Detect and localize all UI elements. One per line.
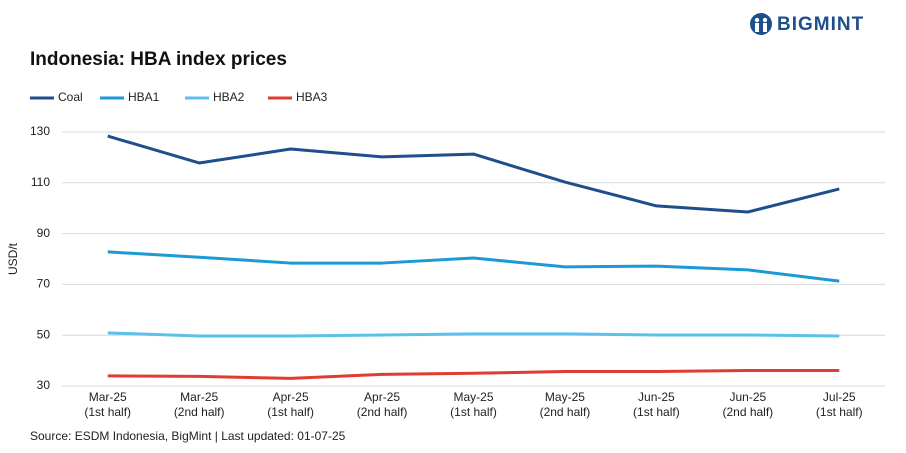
x-tick-label: May-25 (2nd half) (540, 390, 591, 419)
x-tick-label: Mar-25 (2nd half) (174, 390, 225, 419)
x-tick-label: Jun-25 (2nd half) (722, 390, 773, 419)
source-note: Source: ESDM Indonesia, BigMint | Last u… (30, 429, 346, 443)
legend-label: Coal (58, 90, 83, 104)
x-tick-label: Jul-25 (1st half) (816, 390, 863, 419)
logo-icon (750, 13, 772, 35)
logo-icon-bar (755, 23, 759, 32)
y-tick-label: 90 (37, 226, 51, 240)
y-axis-label: USD/t (6, 242, 20, 275)
y-tick-label: 130 (30, 124, 50, 138)
logo-icon-dot (754, 17, 760, 23)
series-line (107, 250, 840, 283)
y-tick-label: 30 (37, 378, 51, 392)
y-tick-label: 70 (37, 277, 51, 291)
series-line (107, 369, 840, 380)
x-tick-label: Jun-25 (1st half) (633, 390, 680, 419)
y-tick-label: 110 (31, 175, 50, 189)
y-tick-label: 50 (37, 327, 51, 341)
brand: BIGMINT (777, 14, 864, 35)
legend-label: HBA2 (213, 90, 245, 104)
legend-label: HBA3 (296, 90, 328, 104)
series-line (107, 331, 840, 338)
chart-title: Indonesia: HBA index prices (30, 49, 287, 70)
series-line (107, 134, 840, 214)
logo-icon-dot (762, 17, 768, 23)
logo: BIGMINT (750, 13, 864, 35)
x-tick-label: Apr-25 (1st half) (267, 390, 314, 419)
legend-label: HBA1 (128, 90, 160, 104)
x-tick-label: Mar-25 (1st half) (84, 390, 131, 419)
x-tick-label: Apr-25 (2nd half) (357, 390, 408, 419)
x-tick-label: May-25 (1st half) (450, 390, 497, 419)
logo-icon-bar (763, 23, 767, 32)
